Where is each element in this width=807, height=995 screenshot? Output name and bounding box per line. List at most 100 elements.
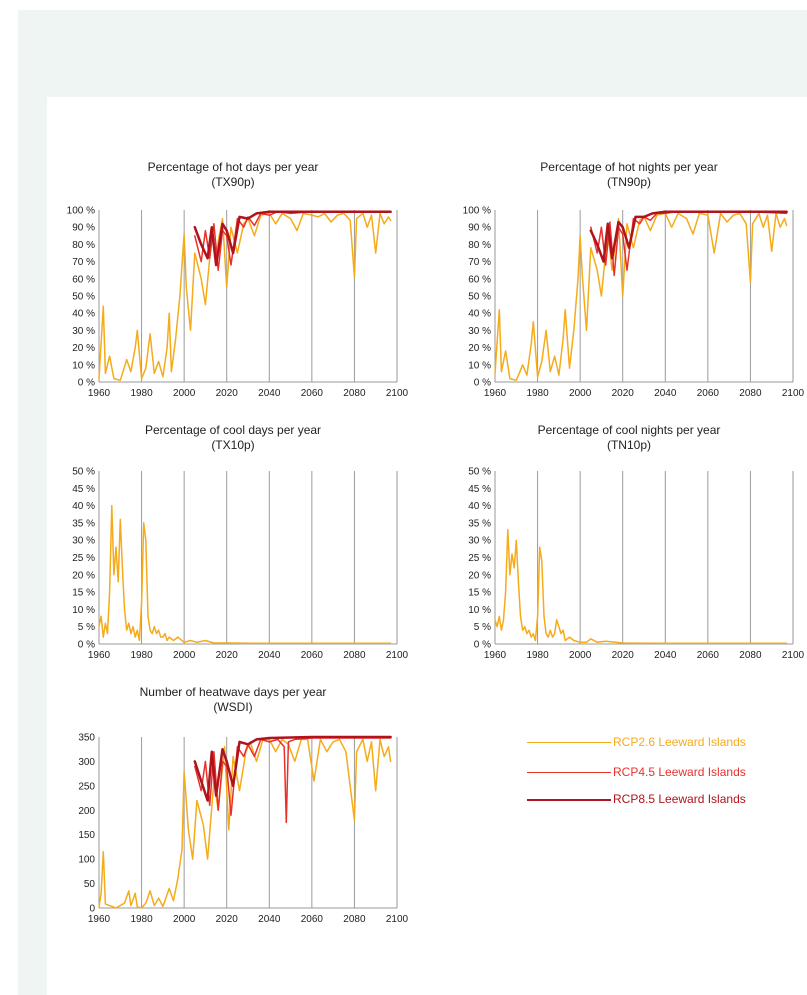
chart-title: Percentage of hot days per year [147,160,319,174]
chart-title: Percentage of hot nights per year [540,160,718,174]
y-tick-label: 20 % [468,343,491,354]
chart-subtitle: (WSDI) [213,700,253,714]
y-tick-label: 10 % [72,360,95,371]
x-tick-label: 2000 [173,650,196,661]
legend: RCP2.6 Leeward Islands RCP4.5 Leeward Is… [527,735,807,815]
y-tick-label: 250 [78,781,95,792]
y-tick-label: 5 % [78,622,95,633]
y-tick-label: 50 % [72,467,95,478]
chart-svg: 0 % 10 % 20 % 30 % 40 % 50 % 60 % 70 % 80 % 90 % 1… [67,206,409,400]
y-tick-label: 60 % [468,274,491,285]
y-tick-label: 350 [78,733,95,744]
legend-item-rcp85: RCP8.5 Leeward Islands [527,792,807,806]
x-tick-label: 2040 [258,914,281,925]
y-tick-label: 15 % [72,588,95,599]
series-line-rcp85 [193,735,392,802]
x-tick-label: 2100 [386,388,409,399]
x-tick-label: 2100 [386,914,409,925]
y-tick-label: 20 % [468,570,491,581]
legend-label: RCP2.6 Leeward Islands [613,735,746,749]
x-tick-label: 2000 [569,388,592,399]
x-tick-label: 2100 [782,650,805,661]
y-tick-label: 20 % [72,343,95,354]
chart-title: Percentage of cool days per year [144,423,322,437]
y-tick-label: 90 % [468,223,491,234]
y-tick-label: 50 % [72,292,95,303]
y-tick-label: 35 % [72,518,95,529]
x-tick-label: 2040 [654,388,677,399]
series-line-rcp85 [193,210,392,267]
y-tick-label: 90 % [72,223,95,234]
x-tick-label: 1980 [130,914,153,925]
x-tick-label: 2000 [173,914,196,925]
y-tick-label: 30 % [468,536,491,547]
x-tick-label: 2060 [697,388,720,399]
x-tick-label: 2060 [301,650,324,661]
chart-tn90p: Percentage of hot nights per year (TN90p… [453,160,805,405]
chart-tn10p: Percentage of cool nights per year (TN10… [453,423,805,668]
x-tick-label: 2100 [386,650,409,661]
y-tick-label: 60 % [72,274,95,285]
y-tick-label: 0 % [474,640,491,651]
y-tick-label: 70 % [468,257,491,268]
series-line-rcp26 [494,212,788,382]
y-tick-label: 80 % [72,240,95,251]
x-tick-label: 2040 [258,388,281,399]
x-tick-label: 1980 [526,388,549,399]
y-tick-label: 20 % [72,570,95,581]
x-tick-label: 1960 [88,914,111,925]
series-line-rcp26 [98,738,392,909]
legend-label: RCP8.5 Leeward Islands [613,792,746,806]
y-tick-label: 45 % [72,484,95,495]
y-tick-label: 0 % [474,378,491,389]
y-tick-label: 15 % [468,588,491,599]
x-tick-label: 2020 [612,388,635,399]
x-tick-label: 2100 [782,388,805,399]
y-tick-label: 35 % [468,518,491,529]
y-tick-label: 40 % [468,501,491,512]
y-tick-label: 0 [89,904,95,915]
chart-title: Number of heatwave days per year [139,685,327,699]
y-tick-label: 0 % [78,640,95,651]
x-tick-label: 2060 [301,914,324,925]
y-tick-label: 10 % [72,605,95,616]
chart-subtitle: (TN10p) [606,438,651,452]
x-tick-label: 1960 [88,650,111,661]
y-tick-label: 25 % [72,553,95,564]
chart-tx90p: Percentage of hot days per year (TX90p) … [57,160,409,405]
y-tick-label: 30 % [72,326,95,337]
x-tick-label: 1960 [484,388,507,399]
series-line-rcp45 [194,210,392,271]
x-tick-label: 2020 [612,650,635,661]
x-tick-label: 1960 [484,650,507,661]
series-line-rcp26 [494,529,788,645]
series-line-rcp26 [98,212,392,382]
x-tick-label: 2020 [216,650,239,661]
y-tick-label: 200 [78,806,95,817]
x-tick-label: 2020 [216,914,239,925]
y-tick-label: 40 % [468,309,491,320]
legend-swatch [527,772,611,773]
x-tick-label: 2060 [697,650,720,661]
x-tick-label: 1980 [130,388,153,399]
chart-svg: 0 % 5 % 10 % 15 % 20 % 25 % 30 % 35 % 40 % 45 % 50… [468,467,805,662]
legend-label: RCP4.5 Leeward Islands [613,765,746,779]
x-tick-label: 2000 [173,388,196,399]
y-tick-label: 100 % [463,206,491,217]
chart-wsdi: Number of heatwave days per year (WSDI) … [57,685,409,935]
chart-subtitle: (TN90p) [606,175,651,189]
chart-subtitle: (TX90p) [211,175,255,189]
legend-swatch [527,742,611,743]
series-line-rcp26 [98,504,392,645]
y-tick-label: 100 [78,855,95,866]
x-tick-label: 2000 [569,650,592,661]
chart-subtitle: (TX10p) [211,438,255,452]
y-tick-label: 30 % [468,326,491,337]
figure-card [47,97,807,995]
y-tick-label: 150 [78,830,95,841]
y-tick-label: 25 % [468,553,491,564]
chart-svg: 0 50 100 150 200 250 300 350 1960 1980 2000 2020 204… [78,733,409,926]
y-tick-label: 300 [78,757,95,768]
series-line-rcp85 [589,210,788,263]
x-tick-label: 1960 [88,388,111,399]
